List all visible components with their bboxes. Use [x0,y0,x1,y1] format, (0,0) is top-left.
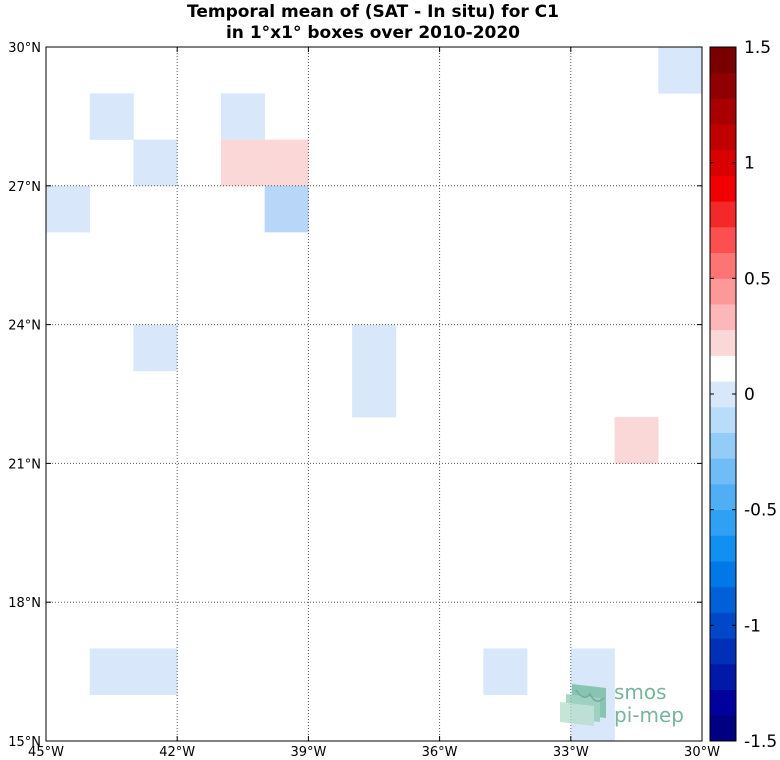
title-line-2: in 1°x1° boxes over 2010-2020 [226,23,520,43]
colorbar-segment [710,201,736,228]
colorbar-segment [710,252,736,279]
smos-pi-mep-logo: smos pi-mep [560,680,684,727]
logo-waves-icon [560,684,606,726]
colorbar-segment [710,149,736,176]
colorbar-segment [710,535,736,562]
colorbar-segment [710,47,736,74]
colorbar-segment [710,586,736,613]
colorbar-segment [710,329,736,356]
data-cell [89,93,134,140]
colorbar-segment [710,561,736,588]
colorbar-segment [710,278,736,305]
colorbar: 1.5 1 0.5 0 -0.5 -1 -1.5 [709,38,777,752]
y-tick-label: 21°N [8,457,41,472]
y-tick-label: 18°N [8,596,41,611]
colorbar-segment [710,406,736,433]
title-line-1: Temporal mean of (SAT - In situ) for C1 [187,2,559,22]
y-tick-label: 24°N [8,319,41,334]
map-plot-area: 45°W 42°W 39°W 36°W 33°W 30°W 15°N 18°N 21°N 24°… [8,41,720,760]
colorbar-tick-label: 1 [744,154,755,174]
colorbar-segment [710,72,736,99]
colorbar-segment [710,355,736,382]
colorbar-segment [710,663,736,690]
colorbar-segment [710,638,736,665]
y-tick-label: 15°N [8,735,41,750]
grid-lines [46,47,702,741]
colorbar-tick-label: 1.5 [744,38,771,58]
x-tick-label: 39°W [290,745,326,760]
colorbar-tick-label: 0.5 [744,269,771,289]
data-cell [483,648,528,696]
data-cell [352,324,397,372]
colorbar-tick-label: -1.5 [744,732,777,752]
data-cell [658,47,703,94]
x-tick-label: 33°W [553,745,589,760]
data-cell [220,93,265,140]
colorbar-segment [710,509,736,536]
data-cell [133,139,178,187]
colorbar-segment [710,483,736,511]
x-tick-label: 45°W [28,745,64,760]
data-cell [220,139,265,187]
colorbar-segment [710,689,736,716]
x-tick-label: 36°W [422,745,458,760]
colorbar-segment [710,304,736,331]
colorbar-segment [710,226,736,254]
colorbar-segment [710,432,736,459]
colorbar-segment [710,612,736,639]
data-cell [264,139,309,187]
map-frame [45,46,703,742]
colorbar-tick-label: 0 [744,385,755,405]
colorbar-segment [710,715,736,742]
logo-line-2: pi-mep [614,703,684,727]
colorbar-segments [710,47,736,742]
colorbar-segment [710,175,736,202]
data-cell [133,648,178,696]
colorbar-segment [710,381,736,408]
y-tick-label: 30°N [8,41,41,56]
data-cell [89,648,134,696]
colorbar-ticks: 1.5 1 0.5 0 -0.5 -1 -1.5 [710,38,777,752]
data-cell [264,185,309,233]
data-cell [46,185,91,233]
y-tick-label: 27°N [8,180,41,195]
data-cell [352,370,397,418]
colorbar-tick-label: -0.5 [744,501,777,521]
colorbar-segment [710,98,736,125]
colorbar-segment [710,458,736,485]
colorbar-segment [710,124,736,151]
logo-line-1: smos [614,680,667,704]
x-tick-label: 42°W [159,745,195,760]
data-cell [614,417,659,464]
data-cells [46,47,703,742]
data-cell [133,324,178,372]
colorbar-tick-label: -1 [744,616,761,636]
x-axis-ticks: 45°W 42°W 39°W 36°W 33°W 30°W [28,47,720,760]
x-tick-label: 30°W [684,745,720,760]
y-axis-ticks: 15°N 18°N 21°N 24°N 27°N 30°N [8,41,702,750]
